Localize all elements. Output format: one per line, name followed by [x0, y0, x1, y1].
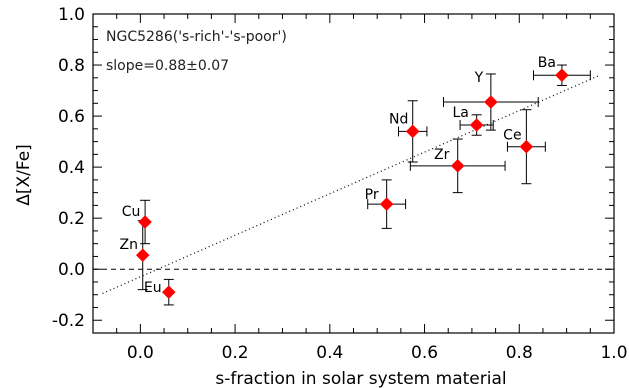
label-y: Y — [474, 70, 484, 86]
label-pr: Pr — [365, 187, 379, 203]
annotation-slope: slope=0.88±0.07 — [106, 58, 229, 74]
label-zr: Zr — [434, 147, 450, 163]
axis-ticks: 0.0 0.2 0.4 0.6 0.8 1.0 -0.2 0.0 0.2 0.4 0.6 0.8 1.0 — [52, 5, 628, 363]
x-tick-label: 1.0 — [600, 343, 627, 363]
label-eu: Eu — [144, 280, 162, 296]
label-zn: Zn — [119, 237, 137, 253]
y-tick-label: 1.0 — [58, 5, 85, 25]
x-tick-label: 0.8 — [506, 343, 533, 363]
y-axis-title: Δ[X/Fe] — [14, 144, 34, 206]
marker-eu — [161, 285, 176, 300]
annotation-title: NGC5286('s-rich'-'s-poor') — [106, 29, 287, 45]
marker-ba — [555, 68, 569, 83]
point-labels: Cu Zn Eu Pr Nd Zr La Y Ce Ba — [119, 55, 555, 296]
marker-cu — [138, 215, 152, 229]
label-nd: Nd — [389, 111, 408, 127]
y-tick-label: 0.8 — [58, 56, 85, 76]
marker-ce — [519, 139, 534, 154]
x-tick-label: 0.6 — [411, 343, 438, 363]
data-markers — [135, 68, 569, 300]
y-tick-label: 0.6 — [58, 107, 85, 127]
y-tick-label: 0.0 — [58, 260, 85, 280]
marker-la — [469, 118, 484, 132]
label-ce: Ce — [503, 128, 521, 144]
x-tick-label: 0.2 — [222, 343, 249, 363]
marker-y — [484, 95, 498, 109]
marker-nd — [405, 124, 420, 139]
marker-pr — [379, 197, 394, 211]
x-axis-title: s-fraction in solar system material — [215, 369, 506, 388]
x-tick-label: 0.4 — [316, 343, 343, 363]
x-tick-label: 0.0 — [127, 343, 154, 363]
label-ba: Ba — [538, 55, 556, 71]
label-la: La — [452, 105, 468, 121]
y-tick-label: 0.4 — [58, 158, 85, 178]
y-tick-label: -0.2 — [52, 311, 85, 331]
y-tick-label: 0.2 — [58, 209, 85, 229]
fit-line — [102, 74, 601, 294]
marker-zr — [450, 158, 465, 173]
label-cu: Cu — [122, 204, 141, 220]
marker-zn — [135, 248, 150, 263]
fit-line-segment — [102, 74, 601, 294]
